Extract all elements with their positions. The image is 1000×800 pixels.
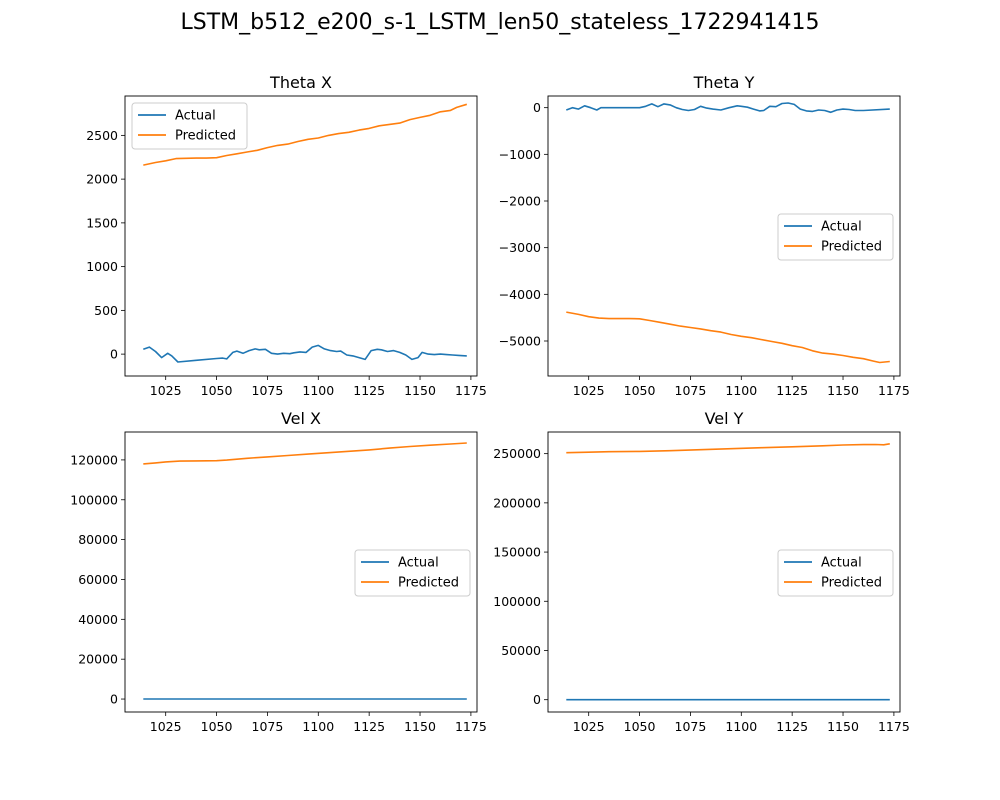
legend-label-actual: Actual: [175, 109, 216, 124]
x-tick-label: 1125: [776, 719, 808, 734]
x-tick-label: 1100: [725, 719, 757, 734]
figure-title: LSTM_b512_e200_s-1_LSTM_len50_stateless_…: [180, 10, 820, 35]
x-tick-label: 1125: [353, 383, 385, 398]
x-tick-label: 1175: [878, 383, 910, 398]
y-tick-label: 0: [110, 692, 118, 707]
y-tick-label: 150000: [493, 545, 541, 560]
x-tick-label: 1150: [404, 383, 436, 398]
x-tick-label: 1175: [878, 719, 910, 734]
chart-panel-2: Theta Y 1025 1050 1075 1100 1125 1150 1175 0 −100…: [499, 73, 910, 398]
legend-label-predicted: Predicted: [398, 576, 459, 591]
legend-label-predicted: Predicted: [821, 240, 882, 255]
chart-title: Vel X: [281, 409, 321, 428]
y-tick-label: 0: [110, 347, 118, 362]
x-tick-label: 1075: [252, 719, 284, 734]
axes-frame: [547, 431, 901, 713]
x-tick-label: 1025: [150, 383, 182, 398]
y-tick-label: 100000: [493, 594, 541, 609]
chart-panel-4: Vel Y 1025 1050 1075 1100 1125 1150 1175 0 50000 1…: [493, 409, 910, 734]
y-tick-label: 0: [533, 692, 541, 707]
legend: Actual Predicted: [131, 102, 248, 150]
x-tick-label: 1150: [827, 719, 859, 734]
chart-title: Theta X: [269, 73, 332, 92]
y-tick-label: −2000: [499, 194, 541, 209]
x-tick-label: 1125: [353, 719, 385, 734]
legend-label-actual: Actual: [821, 220, 862, 235]
legend-label-actual: Actual: [821, 556, 862, 571]
y-tick-label: 1500: [86, 215, 118, 230]
y-tick-label: 100000: [70, 492, 118, 507]
y-tick-label: 250000: [493, 446, 541, 461]
y-tick-label: −4000: [499, 287, 541, 302]
y-tick-label: 200000: [493, 495, 541, 510]
legend-label-predicted: Predicted: [821, 576, 882, 591]
y-tick-label: 40000: [78, 612, 118, 627]
y-tick-label: 50000: [501, 643, 541, 658]
x-tick-label: 1075: [675, 719, 707, 734]
legend-label-predicted: Predicted: [175, 129, 236, 144]
axes-frame: [124, 431, 478, 713]
legend: Actual Predicted: [354, 549, 471, 597]
chart-title: Vel Y: [705, 409, 744, 428]
y-tick-label: 120000: [70, 452, 118, 467]
x-tick-label: 1150: [827, 383, 859, 398]
x-tick-label: 1175: [455, 383, 487, 398]
x-tick-label: 1175: [455, 719, 487, 734]
series-line-predicted: [143, 103, 468, 166]
x-tick-label: 1075: [252, 383, 284, 398]
chart-title: Theta Y: [693, 73, 755, 92]
y-tick-label: 60000: [78, 572, 118, 587]
series-line-predicted: [566, 311, 890, 364]
y-tick-label: 2500: [86, 128, 118, 143]
chart-panel-1: Theta X 1025 1050 1075 1100 1125 1150 1175 0 500 1…: [86, 73, 487, 398]
x-tick-label: 1050: [201, 383, 233, 398]
x-tick-label: 1025: [573, 383, 605, 398]
y-tick-label: −3000: [499, 240, 541, 255]
x-tick-label: 1025: [150, 719, 182, 734]
x-tick-label: 1050: [624, 719, 656, 734]
y-tick-label: 500: [94, 303, 118, 318]
x-tick-label: 1025: [573, 719, 605, 734]
y-tick-label: 80000: [78, 532, 118, 547]
axes-frame: [547, 95, 901, 377]
x-tick-label: 1075: [675, 383, 707, 398]
x-tick-label: 1050: [201, 719, 233, 734]
legend-label-actual: Actual: [398, 556, 439, 571]
y-tick-label: 20000: [78, 652, 118, 667]
x-tick-label: 1150: [404, 719, 436, 734]
y-tick-label: 1000: [86, 259, 118, 274]
x-tick-label: 1100: [725, 383, 757, 398]
series-line-predicted: [566, 443, 890, 454]
chart-panel-3: Vel X 1025 1050 1075 1100 1125 1150 1175 0 20000 4…: [70, 409, 487, 734]
x-tick-label: 1125: [776, 383, 808, 398]
series-line-actual: [143, 344, 467, 363]
x-tick-label: 1050: [624, 383, 656, 398]
y-tick-label: −1000: [499, 147, 541, 162]
axes-frame: [124, 95, 478, 377]
x-tick-label: 1100: [302, 383, 334, 398]
series-line-predicted: [143, 442, 467, 465]
y-tick-label: −5000: [499, 334, 541, 349]
series-line-actual: [566, 102, 890, 114]
y-tick-label: 0: [533, 100, 541, 115]
legend: Actual Predicted: [777, 213, 894, 261]
x-tick-label: 1100: [302, 719, 334, 734]
y-tick-label: 2000: [86, 172, 118, 187]
legend: Actual Predicted: [777, 549, 894, 597]
